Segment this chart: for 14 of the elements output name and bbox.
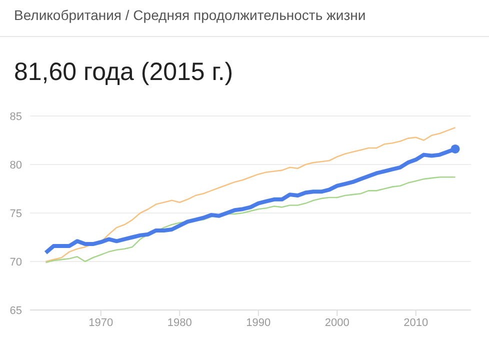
y-tick-label: 75 [10, 208, 22, 220]
x-tick-label: 2010 [404, 316, 428, 329]
line-series [45, 176, 456, 264]
x-tick-label: 1980 [167, 316, 192, 329]
line-series [45, 126, 456, 262]
chart-title: 81,60 года (2015 г.) [14, 58, 234, 87]
y-tick-label: 65 [10, 304, 22, 317]
y-tick-label: 80 [10, 159, 22, 172]
x-tick-label: 1990 [246, 316, 271, 329]
x-tick-label: 1970 [88, 316, 114, 329]
x-tick-label: 2000 [324, 316, 350, 329]
chart-subtitle: Великобритания / Средняя продолжительность жизни [14, 7, 366, 23]
y-tick-label: 70 [10, 256, 22, 268]
y-tick-label: 85 [10, 110, 22, 123]
